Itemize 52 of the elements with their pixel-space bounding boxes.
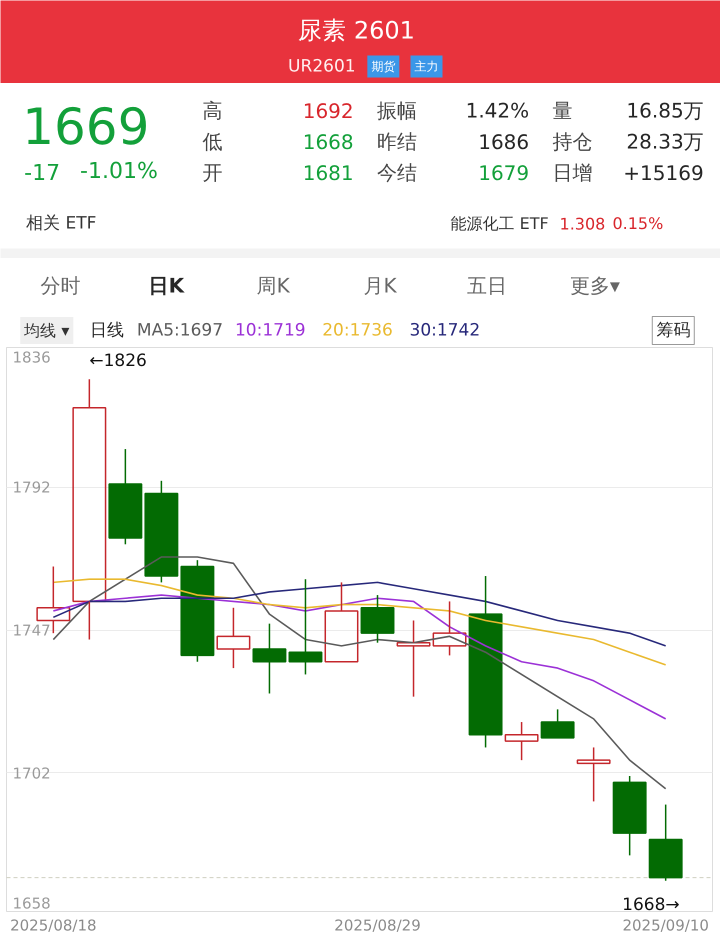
text: 期货 [371,60,396,74]
text: 10:1719 [234,320,306,340]
text: 1686 [478,130,530,154]
y-tick-label: 1792 [12,478,51,497]
chart-subtitle: UR2601 [288,56,356,76]
text: 持仓 [552,130,593,154]
text: 主力 [414,60,438,74]
y-tick-label: 1836 [12,348,51,366]
chart-title: 尿素 2601 [298,16,415,44]
y-tick-label: 1702 [12,764,51,782]
text: 能源化工 ETF [450,214,549,233]
text: 低 [202,130,223,154]
text: 1.42% [466,98,530,122]
text: 今结 [377,160,418,184]
text: 30:1742 [410,320,480,340]
text: 1669 [22,98,150,156]
x-tick-label: 2025/08/18 [10,916,97,934]
x-tick-label: 2025/08/29 [334,916,421,934]
annotation: 1668→ [622,894,680,915]
text: 筹码 [656,320,690,340]
text: 1.308 [560,214,606,234]
text: 高 [202,98,223,122]
text: 日K [148,274,186,298]
text: 1681 [302,161,354,185]
text: 1668 [302,130,354,154]
text: MA5:1697 [136,320,224,340]
text: +15169 [623,161,704,185]
text: 20:1736 [322,320,393,340]
annotation: ←1826 [89,351,147,372]
text: 日增 [552,160,593,184]
y-tick-label: 1747 [12,622,51,640]
text: 1679 [478,161,530,185]
text: 1692 [302,99,354,123]
text: 振幅 [377,98,418,122]
text: -1.01% [80,159,158,184]
text: 开 [202,160,223,184]
text: 更多▾ [570,274,620,298]
text: 28.33万 [626,130,704,154]
text: 量 [552,98,573,122]
text: 昨结 [377,130,418,154]
y-tick-label: 1658 [12,894,51,912]
text: -17 [24,161,60,186]
text: 0.15% [612,214,664,233]
text: 相关 ETF [26,214,96,234]
text: 月K [364,274,398,298]
text: 分时 [40,274,80,298]
text: 五日 [466,274,507,298]
text: 日线 [90,320,124,340]
text: 周K [256,274,291,298]
text: 均线 ▾ [23,321,70,340]
text: 16.85万 [626,98,704,122]
x-tick-label: 2025/09/10 [622,916,709,934]
